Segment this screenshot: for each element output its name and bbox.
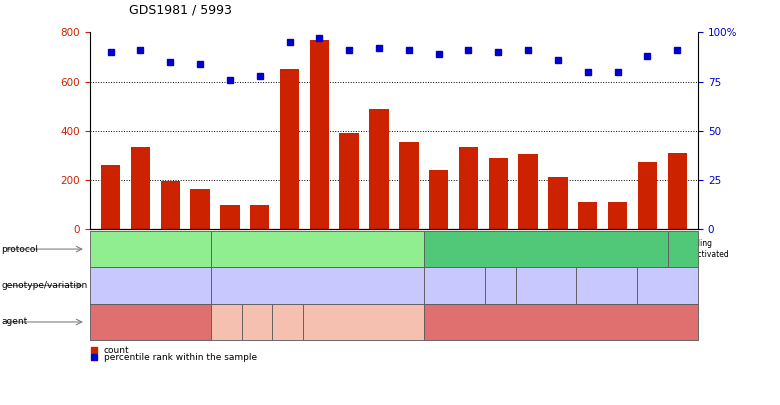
Text: protocol: protocol — [2, 245, 38, 254]
Bar — [548, 177, 568, 229]
Text: control for ras1/ras2/pde2
deletion: control for ras1/ras2/pde2 deletion — [101, 239, 200, 259]
Bar — [190, 189, 210, 229]
Bar — [369, 109, 388, 229]
Text: count: count — [104, 346, 129, 355]
Bar — [399, 143, 419, 229]
Text: wild-type: wild-type — [133, 281, 168, 290]
Bar — [101, 165, 120, 229]
Text: cAMP signaling disruption: cAMP signaling disruption — [496, 245, 596, 254]
Bar — [250, 205, 269, 229]
Text: ras2a22
dominant neg
ative mutant: ras2a22 dominant neg ative mutant — [580, 271, 633, 301]
Text: N/A: N/A — [555, 318, 568, 326]
Bar — [519, 154, 537, 229]
Text: ras2v19
dominant
active mutant: ras2v19 dominant active mutant — [640, 271, 695, 301]
Bar — [220, 205, 239, 229]
Bar — [339, 133, 359, 229]
Bar — [280, 69, 300, 229]
Bar — [161, 181, 180, 229]
Text: N/A: N/A — [144, 318, 158, 326]
Bar — [608, 202, 627, 229]
Text: agent: agent — [2, 318, 28, 326]
Bar — [310, 40, 329, 229]
Bar — [638, 162, 657, 229]
Text: cAMP signaling
constitutively activated: cAMP signaling constitutively activated — [637, 239, 729, 259]
Text: 0.5
mM cA: 0.5 mM cA — [244, 312, 270, 332]
Text: percentile rank within the sample: percentile rank within the sample — [104, 353, 257, 362]
Text: 0 mM cAMP: 0 mM cAMP — [204, 318, 249, 326]
Text: ira1 RA
mutant: ira1 RA mutant — [486, 276, 515, 295]
Bar — [578, 202, 597, 229]
Text: 1 mM
cAMP: 1 mM cAMP — [277, 312, 298, 332]
Text: genotype/variation: genotype/variation — [2, 281, 88, 290]
Bar — [459, 147, 478, 229]
Text: 2 mM cAMP: 2 mM cAMP — [342, 318, 385, 326]
Text: ira1 deletion: ira1 deletion — [431, 281, 479, 290]
Bar — [131, 147, 150, 229]
Bar — [488, 158, 508, 229]
Text: ira2 deletion: ira2 deletion — [522, 281, 570, 290]
Text: cAMP synthesis/degradation defect: cAMP synthesis/degradation defect — [250, 245, 385, 254]
Bar — [668, 153, 687, 229]
Text: GDS1981 / 5993: GDS1981 / 5993 — [129, 3, 232, 16]
Bar — [429, 170, 448, 229]
Text: ras1/ras2/pde2 deletion: ras1/ras2/pde2 deletion — [272, 281, 363, 290]
